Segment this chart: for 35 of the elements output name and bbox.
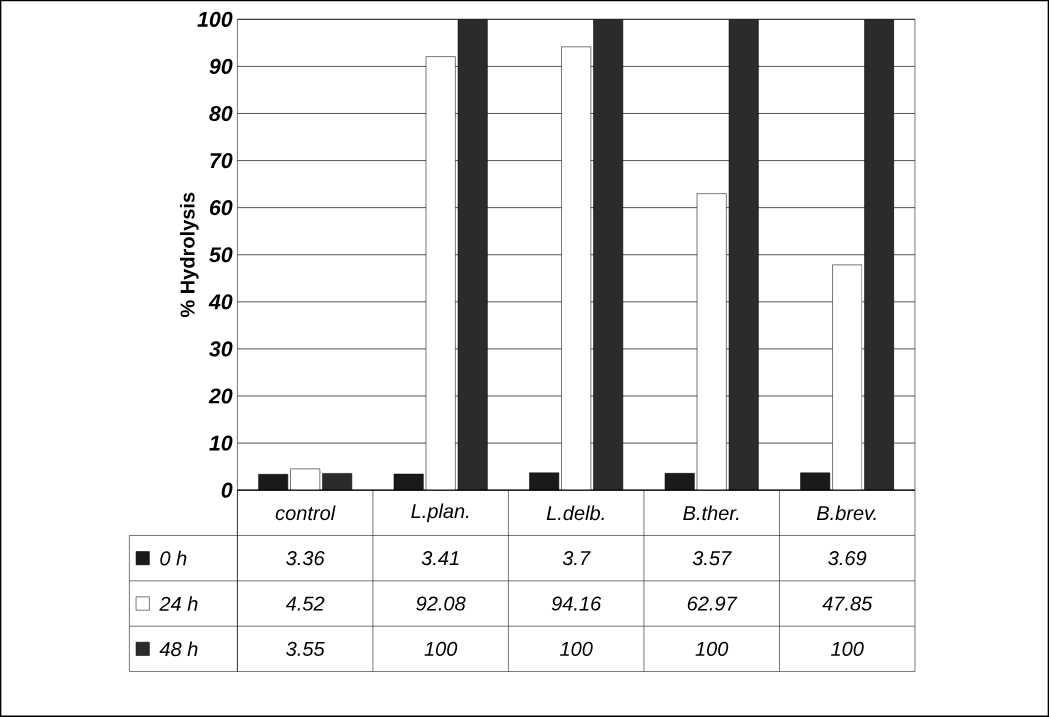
y-tick-label: 90 <box>209 58 233 75</box>
data-label: 3.7 <box>562 551 591 566</box>
x-tick-label: control <box>275 505 336 521</box>
data-label: 62.97 <box>687 596 738 611</box>
data-label: 94.16 <box>551 596 602 611</box>
legend-label: 0 h <box>160 550 187 566</box>
data-label: 3.41 <box>421 551 459 566</box>
data-label: 100 <box>695 641 729 656</box>
x-tick-label: B.brev. <box>816 505 876 521</box>
data-label: 100 <box>560 641 593 656</box>
data-label: 100 <box>424 641 458 656</box>
y-tick-label: 20 <box>208 388 233 404</box>
x-tick-label: L.plan. <box>411 503 469 523</box>
data-label: 100 <box>831 641 864 656</box>
y-tick-label: 10 <box>209 435 233 451</box>
data-label: 3.36 <box>286 551 325 566</box>
y-tick-label: 40 <box>208 294 233 310</box>
y-tick-label: 60 <box>209 200 233 216</box>
data-label: 47.85 <box>822 596 873 611</box>
x-tick-label: B.ther. <box>683 505 739 521</box>
y-tick-label: 50 <box>209 247 233 263</box>
y-tick-label: 0 <box>221 482 233 498</box>
y-tick-label: 80 <box>209 105 233 122</box>
y-tick-label: 30 <box>209 341 233 357</box>
legend-label: 48 h <box>159 641 198 657</box>
data-label: 3.57 <box>692 551 732 566</box>
y-tick-label: 70 <box>210 153 233 169</box>
y-tick-label: 100 <box>197 11 233 27</box>
legend-label: 24 h <box>159 596 198 611</box>
x-tick-label: L.delb. <box>546 505 604 521</box>
data-label: 92.08 <box>416 596 466 611</box>
data-label: 3.55 <box>286 641 325 656</box>
data-label: 3.69 <box>828 551 867 566</box>
data-label: 4.52 <box>285 596 325 611</box>
y-axis-title: % Hydrolysis <box>179 192 199 318</box>
